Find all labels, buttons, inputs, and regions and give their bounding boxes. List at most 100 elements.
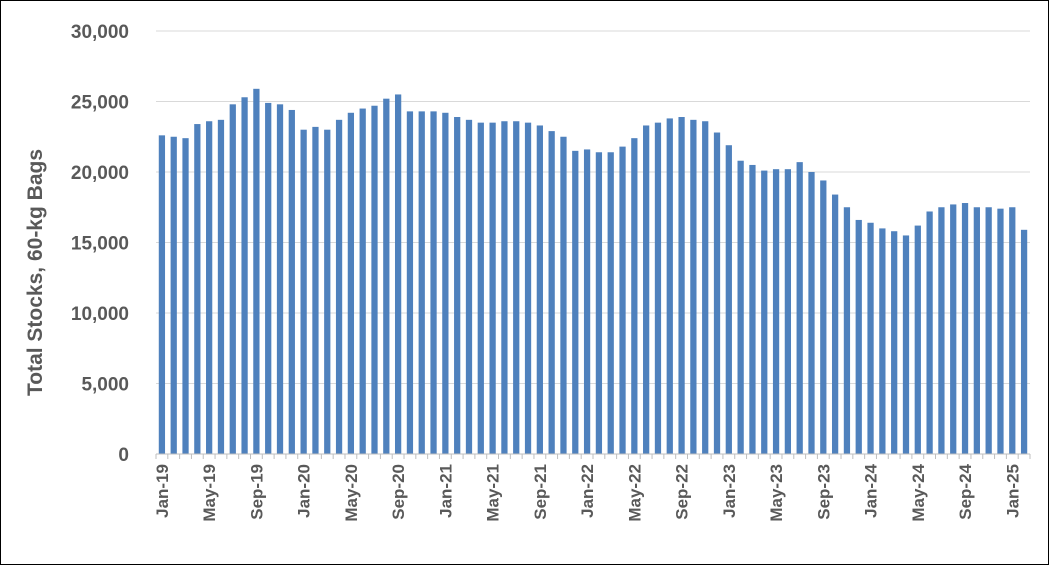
bar bbox=[182, 138, 189, 454]
bar bbox=[548, 131, 555, 455]
bar bbox=[253, 88, 260, 454]
bar bbox=[1009, 207, 1016, 454]
bar bbox=[465, 119, 473, 454]
x-tick-label: May-19 bbox=[200, 464, 219, 522]
y-tick-label: 20,000 bbox=[71, 163, 129, 184]
bar bbox=[442, 112, 449, 454]
bar bbox=[938, 207, 945, 454]
bar bbox=[643, 125, 650, 454]
bar bbox=[702, 121, 709, 455]
bar bbox=[335, 119, 343, 454]
bar bbox=[737, 160, 744, 454]
bar bbox=[454, 117, 461, 454]
bar bbox=[217, 119, 225, 454]
x-tick-label: Jan-19 bbox=[153, 464, 172, 518]
bar bbox=[1020, 229, 1028, 454]
y-tick-label: 15,000 bbox=[71, 234, 129, 255]
y-axis-tick-labels: 0 5,000 10,000 15,000 20,000 25,000 30,000 bbox=[71, 22, 129, 466]
bar bbox=[926, 211, 933, 454]
bar bbox=[477, 122, 484, 455]
bar bbox=[820, 180, 827, 454]
y-tick-label: 5,000 bbox=[81, 375, 129, 396]
bar bbox=[784, 169, 792, 454]
bar bbox=[170, 136, 177, 454]
bar bbox=[324, 129, 331, 454]
x-tick-label: Sep-24 bbox=[956, 463, 975, 519]
bar bbox=[595, 152, 603, 454]
bar bbox=[572, 150, 579, 454]
bar bbox=[536, 125, 543, 454]
bar bbox=[808, 172, 815, 454]
bar bbox=[761, 170, 768, 454]
x-tick-label: May-23 bbox=[767, 464, 786, 522]
bar bbox=[359, 108, 366, 455]
bar bbox=[430, 111, 437, 455]
bar bbox=[997, 208, 1004, 454]
bar bbox=[902, 235, 910, 454]
bar bbox=[831, 194, 839, 454]
x-tick-label: Jan-24 bbox=[862, 463, 881, 517]
bar bbox=[631, 138, 638, 454]
bar bbox=[796, 162, 803, 454]
x-tick-label: Sep-22 bbox=[673, 464, 692, 520]
bar bbox=[843, 207, 851, 454]
x-tick-label: Sep-19 bbox=[247, 464, 266, 520]
bar bbox=[383, 98, 390, 455]
x-axis-tick-labels: Jan-19 May-19 Sep-19 Jan-20 May-20 Sep-20 Jan-… bbox=[153, 463, 1022, 521]
bar bbox=[713, 132, 721, 454]
bar bbox=[265, 102, 272, 454]
bar bbox=[855, 219, 862, 454]
bar bbox=[914, 225, 921, 454]
y-tick-label: 0 bbox=[118, 445, 129, 466]
x-tick-label: Sep-20 bbox=[389, 464, 408, 520]
bar bbox=[560, 136, 567, 454]
bar bbox=[418, 111, 425, 455]
bar bbox=[666, 118, 673, 455]
x-tick-label: Jan-20 bbox=[295, 464, 314, 518]
x-tick-label: May-24 bbox=[909, 463, 928, 521]
bar bbox=[891, 231, 898, 454]
y-tick-label: 25,000 bbox=[71, 93, 129, 114]
bar bbox=[241, 97, 248, 455]
x-tick-label: Jan-25 bbox=[1003, 464, 1022, 518]
bar bbox=[229, 104, 236, 454]
bar bbox=[583, 149, 591, 454]
bar bbox=[654, 122, 662, 455]
bar bbox=[867, 222, 874, 454]
bar bbox=[607, 152, 614, 454]
x-tick-label: May-20 bbox=[342, 464, 361, 522]
bar bbox=[371, 105, 378, 454]
bar bbox=[961, 203, 969, 454]
bar bbox=[158, 135, 166, 454]
bar bbox=[300, 129, 307, 454]
bar bbox=[950, 204, 957, 454]
bar bbox=[678, 117, 685, 454]
bar bbox=[406, 111, 414, 455]
bar bbox=[489, 122, 496, 455]
bar bbox=[276, 104, 284, 454]
bar bbox=[749, 164, 756, 454]
bar bbox=[394, 94, 402, 454]
y-tick-label: 30,000 bbox=[71, 22, 129, 43]
bar bbox=[985, 207, 992, 454]
x-tick-label: Jan-23 bbox=[720, 464, 739, 518]
x-tick-label: May-21 bbox=[484, 464, 503, 522]
bar bbox=[524, 122, 532, 455]
bar bbox=[725, 145, 732, 454]
x-axis-ticks bbox=[155, 454, 1031, 459]
bar bbox=[312, 126, 319, 454]
bar bbox=[513, 121, 520, 455]
y-axis-title: Total Stocks, 60-kg Bags bbox=[24, 149, 47, 396]
x-tick-label: May-22 bbox=[625, 464, 644, 522]
gridlines bbox=[156, 30, 1030, 384]
bar-series bbox=[158, 88, 1028, 455]
x-tick-label: Sep-21 bbox=[531, 464, 550, 520]
x-tick-label: Sep-23 bbox=[814, 464, 833, 520]
bar bbox=[690, 119, 697, 454]
y-tick-label: 10,000 bbox=[71, 304, 129, 325]
x-tick-label: Jan-21 bbox=[436, 464, 455, 518]
bar bbox=[619, 146, 626, 454]
bar bbox=[772, 169, 780, 454]
